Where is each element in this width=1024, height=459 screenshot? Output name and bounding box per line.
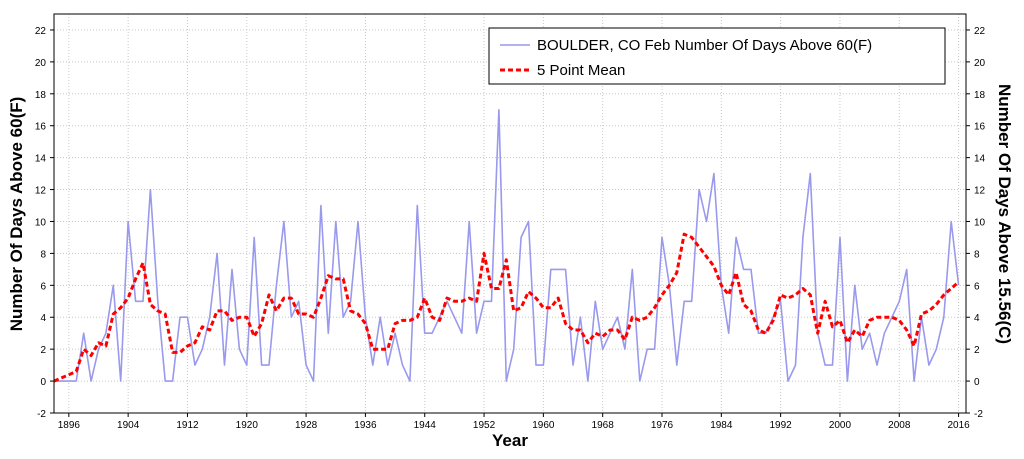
- y-tick-label-right: 14: [974, 154, 986, 165]
- y-tick-label-left: 0: [40, 377, 46, 388]
- plot-frame: [53, 13, 967, 414]
- y-tick-label-right: 20: [974, 58, 986, 69]
- y-tick-label-left: 2: [40, 345, 46, 356]
- y-tick-label-right: 4: [974, 313, 980, 324]
- legend-box: [488, 27, 946, 85]
- legend-label-observed: BOULDER, CO Feb Number Of Days Above 60(…: [537, 37, 872, 54]
- x-axis: 1896 1904 1912 1920 1928 1936 1944 1952 1960 1968…: [58, 413, 970, 431]
- y-tick-label-right: 6: [974, 281, 980, 292]
- x-tick-label: 1976: [651, 420, 674, 431]
- y-tick-label-left: 20: [35, 58, 47, 69]
- x-tick-label: 1904: [117, 420, 140, 431]
- y-tick-label-right: 18: [974, 90, 986, 101]
- y-tick-label-left: 16: [35, 122, 47, 133]
- x-axis-title: Year: [492, 431, 528, 450]
- y-tick-label-right: 2: [974, 345, 980, 356]
- x-tick-label: 1936: [354, 420, 377, 431]
- y-tick-label-right: -2: [974, 409, 983, 420]
- y-axis-title-left: Number Of Days Above 60(F): [7, 97, 26, 332]
- y-tick-label-right: 8: [974, 249, 980, 260]
- y-tick-label-left: -2: [37, 409, 46, 420]
- series-layer: [53, 109, 960, 383]
- x-tick-label: 2000: [829, 420, 852, 431]
- x-tick-label: 1968: [592, 420, 615, 431]
- y-tick-label-left: 10: [35, 217, 47, 228]
- y-tick-label-left: 6: [40, 281, 46, 292]
- x-tick-label: 2016: [947, 420, 970, 431]
- legend-label-mean: 5 Point Mean: [537, 62, 625, 79]
- y-axis-title-right: Number Of Days Above 15.56(C): [995, 84, 1014, 344]
- x-tick-label: 1928: [295, 420, 318, 431]
- y-tick-label-left: 4: [40, 313, 46, 324]
- y-tick-label-left: 8: [40, 249, 46, 260]
- y-tick-label-right: 10: [974, 217, 986, 228]
- x-tick-label: 1960: [532, 420, 555, 431]
- y-axis-left: -2 0 2 4 6 8 10 12 14 16 18 20 22: [35, 26, 54, 420]
- x-tick-label: 2008: [888, 420, 911, 431]
- x-tick-label: 1896: [58, 420, 81, 431]
- x-tick-label: 1984: [710, 420, 733, 431]
- x-tick-label: 1952: [473, 420, 496, 431]
- y-tick-label-left: 18: [35, 90, 47, 101]
- legend: BOULDER, CO Feb Number Of Days Above 60(…: [488, 27, 946, 85]
- y-tick-label-right: 12: [974, 186, 986, 197]
- y-tick-label-left: 14: [35, 154, 47, 165]
- series-line-0: [54, 109, 960, 382]
- x-tick-label: 1992: [770, 420, 793, 431]
- y-axis-right: -2 0 2 4 6 8 10 12 14 16 18 20 22: [966, 26, 986, 420]
- y-tick-label-right: 16: [974, 122, 986, 133]
- x-tick-label: 1944: [414, 420, 437, 431]
- y-tick-label-right: 22: [974, 26, 986, 37]
- series-line-1: [53, 232, 960, 383]
- x-tick-label: 1920: [236, 420, 259, 431]
- y-tick-label-right: 0: [974, 377, 980, 388]
- y-tick-label-left: 22: [35, 26, 47, 37]
- y-tick-label-left: 12: [35, 186, 47, 197]
- x-tick-label: 1912: [176, 420, 199, 431]
